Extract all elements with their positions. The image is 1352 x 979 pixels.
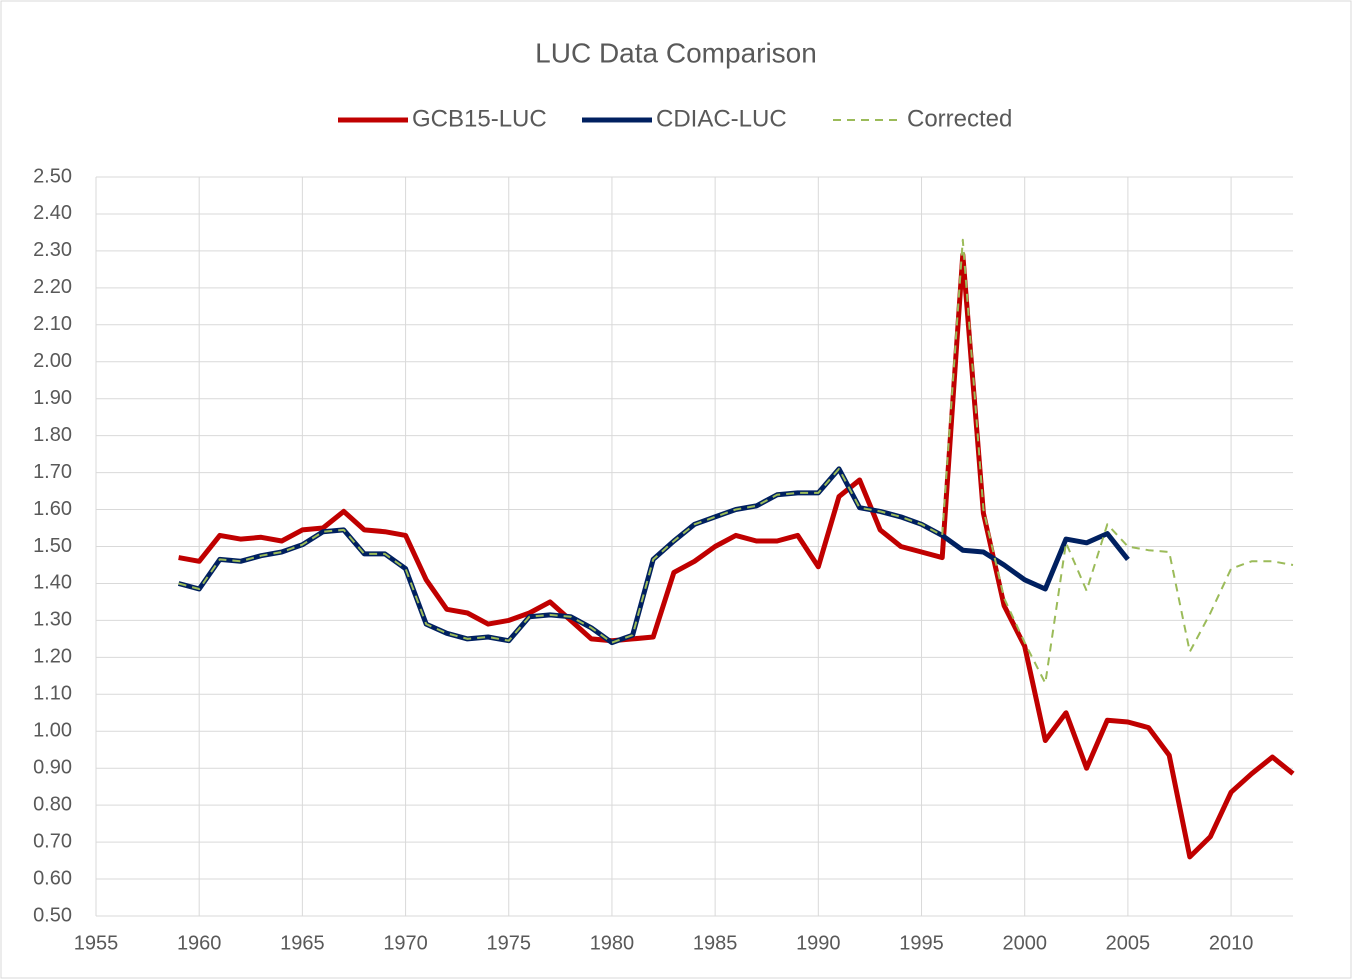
y-tick-label: 1.40	[33, 572, 72, 594]
x-tick-label: 2010	[1209, 932, 1254, 954]
y-tick-label: 1.50	[33, 535, 72, 557]
y-tick-label: 1.90	[33, 387, 72, 409]
y-tick-label: 2.30	[33, 239, 72, 261]
y-tick-label: 1.80	[33, 424, 72, 446]
x-tick-label: 1955	[74, 932, 119, 954]
y-tick-label: 2.10	[33, 313, 72, 335]
y-tick-label: 2.50	[33, 165, 72, 187]
y-tick-label: 0.90	[33, 756, 72, 778]
x-tick-label: 1975	[487, 932, 532, 954]
y-tick-label: 1.30	[33, 609, 72, 631]
x-tick-label: 2000	[1002, 932, 1047, 954]
legend-label: GCB15-LUC	[412, 105, 547, 132]
y-tick-label: 2.00	[33, 350, 72, 372]
y-tick-label: 0.80	[33, 793, 72, 815]
y-tick-label: 2.40	[33, 202, 72, 224]
y-tick-label: 0.50	[33, 904, 72, 926]
x-tick-label: 1990	[796, 932, 841, 954]
x-tick-label: 1965	[280, 932, 325, 954]
x-tick-label: 1995	[899, 932, 944, 954]
y-tick-label: 0.70	[33, 830, 72, 852]
y-tick-label: 2.20	[33, 276, 72, 298]
legend-label: Corrected	[907, 105, 1012, 132]
x-tick-label: 1960	[177, 932, 222, 954]
y-tick-label: 0.60	[33, 867, 72, 889]
series-line	[178, 238, 1294, 685]
series-line	[178, 252, 1295, 860]
y-tick-label: 1.00	[33, 720, 72, 742]
x-tick-label: 1985	[693, 932, 738, 954]
x-tick-label: 1970	[383, 932, 428, 954]
x-tick-label: 1980	[590, 932, 635, 954]
x-tick-label: 2005	[1106, 932, 1151, 954]
y-tick-label: 1.10	[33, 683, 72, 705]
y-tick-label: 1.70	[33, 461, 72, 483]
y-tick-label: 1.60	[33, 498, 72, 520]
chart-title: LUC Data Comparison	[535, 37, 817, 68]
y-tick-label: 1.20	[33, 646, 72, 668]
legend-label: CDIAC-LUC	[656, 105, 787, 132]
